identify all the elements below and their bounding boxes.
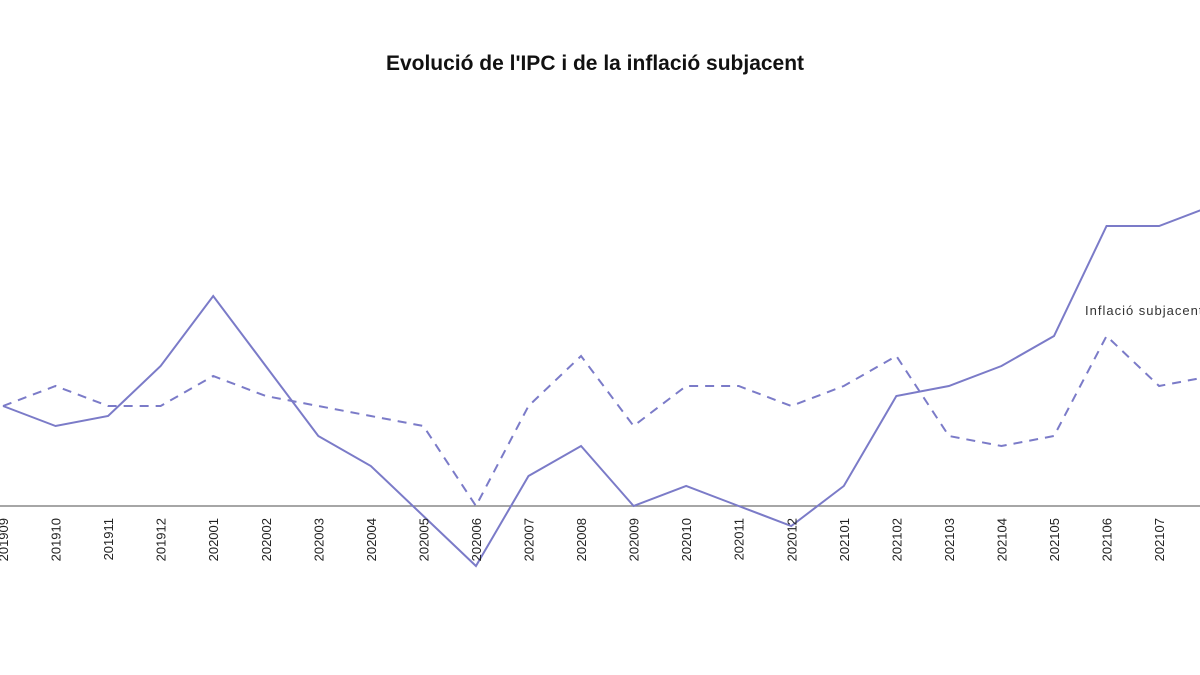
x-tick-label: 202010 [679,518,694,561]
x-tick-label: 201911 [101,518,116,560]
x-tick-label: 201912 [154,518,169,561]
x-tick-label: 202003 [311,518,326,561]
x-tick-label: 202007 [522,518,537,561]
x-tick-label: 202001 [206,518,221,561]
x-tick-label: 202102 [889,518,904,561]
x-tick-label: 202012 [784,518,799,561]
x-tick-label: 202104 [994,518,1009,561]
x-tick-label: 202008 [574,518,589,561]
x-tick-label: 202011 [732,518,747,560]
x-tick-label: 202009 [627,518,642,561]
x-tick-label: 202002 [259,518,274,561]
chart-title: Evolució de l'IPC i de la inflació subja… [385,52,805,75]
x-tick-label: 202005 [416,518,431,561]
x-tick-label: 202101 [837,518,852,561]
x-tick-label: 202106 [1100,518,1115,561]
x-tick-label: 201909 [0,518,11,561]
x-tick-label: 202103 [942,518,957,561]
series-line-1 [2,334,1200,508]
series-annotation: Inflació subjacent [1085,303,1200,318]
x-tick-label: 201910 [49,518,64,561]
x-tick-label: 202006 [469,518,484,561]
series-line-0 [2,209,1200,568]
x-tick-label: 202004 [364,518,379,561]
x-tick-label: 202105 [1047,518,1062,561]
x-tick-label: 202107 [1152,518,1167,561]
